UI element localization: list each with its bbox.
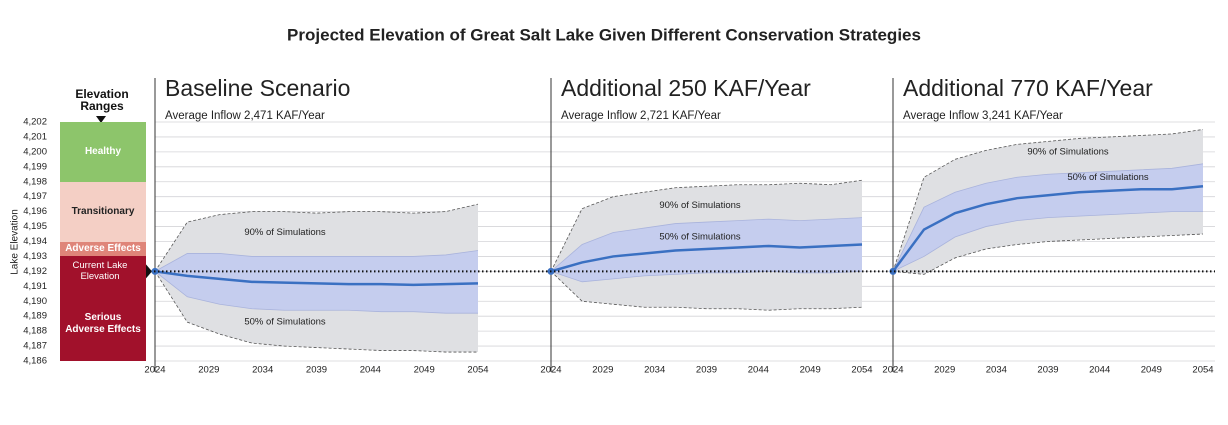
y-axis-label: Lake Elevation [10,209,21,275]
y-tick-label: 4,187 [23,341,47,352]
x-tick-label: 2039 [306,365,327,376]
band-edge [154,271,478,314]
band-edge [550,270,863,283]
y-tick-label: 4,197 [23,191,47,202]
y-tick-label: 4,198 [23,176,47,187]
band-edge [550,179,863,272]
start-point [889,267,897,275]
x-tick-label: 2029 [198,365,219,376]
band-edge [892,163,1204,272]
x-tick-label: 2054 [1192,365,1213,376]
panel-title: Baseline Scenario [165,75,350,101]
y-tick-label: 4,199 [23,161,47,172]
y-tick-label: 4,192 [23,266,47,277]
x-tick-label: 2029 [592,365,613,376]
elevation-range: Serious Adverse Effects [60,256,146,361]
elevation-range: Transitionary [60,181,146,242]
ranges-title: Elevation Ranges [75,87,129,113]
x-tick-label: 2034 [986,365,1007,376]
band-label: 50% of Simulations [244,317,326,328]
y-tick-label: 4,200 [23,146,47,157]
y-tick-label: 4,189 [23,311,47,322]
x-tick-label: 2024 [882,365,903,376]
y-tick-label: 4,190 [23,296,47,307]
x-tick-label: 2034 [252,365,273,376]
y-tick-label: 4,196 [23,206,47,217]
elevation-range: Healthy [60,122,146,182]
x-tick-label: 2024 [144,365,165,376]
chart-title: Projected Elevation of Great Salt Lake G… [287,25,921,44]
median-line [550,243,863,273]
x-tick-label: 2049 [414,365,435,376]
x-tick-label: 2049 [1141,365,1162,376]
panel-subtitle: Average Inflow 3,241 KAF/Year [903,110,1063,122]
x-tick-label: 2029 [934,365,955,376]
band-edge [892,211,1203,272]
y-tick-label: 4,193 [23,251,47,262]
x-tick-label: 2024 [540,365,561,376]
band-edge [892,233,1204,275]
panel-subtitle: Average Inflow 2,471 KAF/Year [165,110,325,122]
panel-title: Additional 770 KAF/Year [903,75,1153,101]
simulation-band [155,250,478,314]
y-tick-label: 4,186 [23,356,47,367]
band-label: 50% of Simulations [659,232,741,243]
band-label: 90% of Simulations [244,227,326,238]
band-edge [154,203,479,272]
y-tick-label: 4,201 [23,131,47,142]
panel-subtitle: Average Inflow 2,721 KAF/Year [561,110,721,122]
x-tick-label: 2044 [748,365,769,376]
y-tick-label: 4,202 [23,117,47,128]
y-tick-label: 4,191 [23,281,47,292]
band-label: 50% of Simulations [1067,172,1149,183]
band-label: 90% of Simulations [1027,146,1109,157]
band-edge [550,217,863,272]
x-tick-label: 2044 [1089,365,1110,376]
x-tick-label: 2054 [467,365,488,376]
ranges-pointer [96,116,106,123]
band-label: 90% of Simulations [659,200,741,211]
x-tick-label: 2034 [644,365,665,376]
x-tick-label: 2039 [696,365,717,376]
x-tick-label: 2054 [851,365,872,376]
band-edge [154,271,478,353]
band-edge [892,129,1204,272]
elevation-range: Adverse Effects [60,241,146,257]
x-tick-label: 2049 [800,365,821,376]
panel-title: Additional 250 KAF/Year [561,75,811,101]
band-edge [154,250,479,272]
band-edge [550,271,863,311]
x-tick-label: 2039 [1037,365,1058,376]
y-tick-label: 4,194 [23,236,47,247]
median-line [154,270,479,287]
median-line [891,184,1204,273]
current-elevation-label: Current Lake Elevation [72,260,128,283]
x-tick-label: 2044 [360,365,381,376]
y-tick-label: 4,195 [23,221,47,232]
y-tick-label: 4,188 [23,326,47,337]
